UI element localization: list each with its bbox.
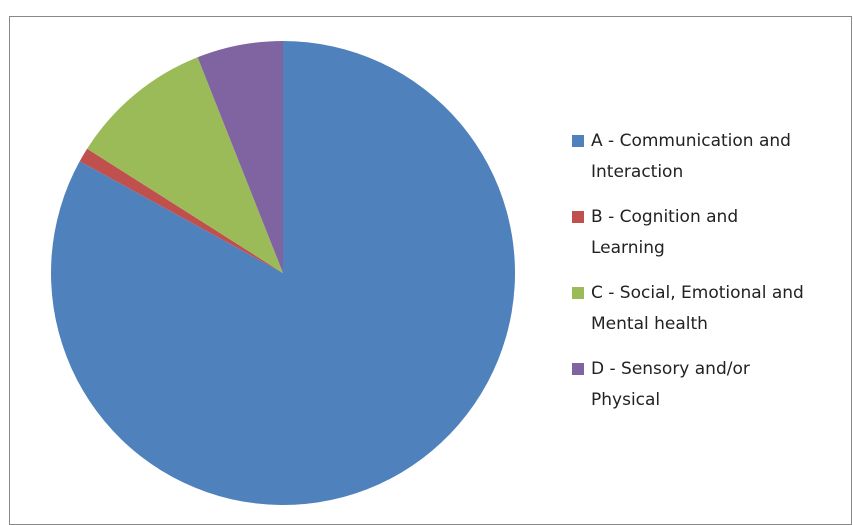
legend-item: A - Communication and Interaction: [572, 126, 806, 188]
legend-swatch: [572, 363, 584, 375]
legend: A - Communication and Interaction B - Cog…: [572, 126, 806, 416]
pie-slice: [79, 148, 283, 273]
pie-slice: [197, 41, 283, 273]
legend-label: B - Cognition and Learning: [591, 207, 739, 258]
legend-item: B - Cognition and Learning: [572, 202, 806, 264]
legend-label: D - Sensory and/or Physical: [591, 359, 750, 410]
legend-swatch: [572, 211, 584, 223]
legend-label: C - Social, Emotional and Mental health: [591, 283, 804, 334]
legend-swatch: [572, 135, 584, 147]
legend-swatch: [572, 287, 584, 299]
legend-label: A - Communication and Interaction: [591, 131, 791, 182]
legend-item: C - Social, Emotional and Mental health: [572, 278, 806, 340]
pie-slice: [87, 57, 283, 273]
legend-item: D - Sensory and/or Physical: [572, 354, 806, 416]
